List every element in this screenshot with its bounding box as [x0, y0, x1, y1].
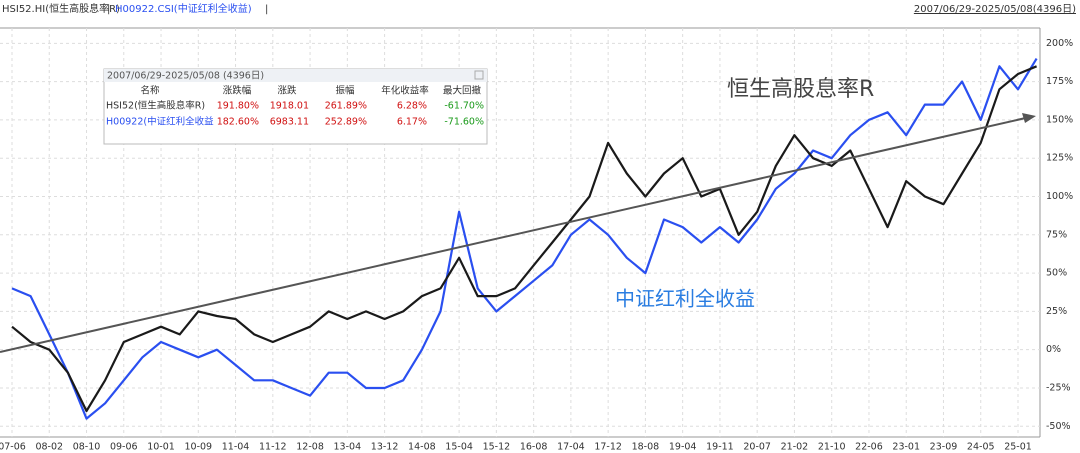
x-tick-label: 19-11: [706, 442, 734, 453]
x-tick-label: 11-12: [259, 442, 287, 453]
y-tick-label: 150%: [1046, 114, 1073, 125]
x-tick-label: 17-12: [594, 442, 622, 453]
y-tick-label: 125%: [1046, 153, 1073, 164]
x-tick-label: 09-06: [110, 442, 138, 453]
table-header: 涨跌幅: [223, 85, 252, 97]
y-tick-label: 50%: [1046, 268, 1067, 279]
header-separator: |: [107, 4, 110, 15]
table-header: 涨跌: [277, 85, 297, 97]
table-header: 最大回撤: [443, 85, 482, 97]
date-range: 2007/06/29-2025/05/08(4396日): [914, 4, 1076, 15]
x-tick-label: 23-09: [930, 442, 958, 453]
x-tick-label: 17-04: [557, 442, 585, 453]
x-tick-label: 19-04: [669, 442, 697, 453]
x-tick-label: 18-08: [632, 442, 660, 453]
x-tick-label: 21-02: [781, 442, 809, 453]
x-tick-label: 16-08: [520, 442, 548, 453]
y-tick-label: 100%: [1046, 191, 1073, 202]
info-box-header: [104, 69, 487, 82]
x-tick-label: 14-08: [408, 442, 436, 453]
table-cell: 6983.11: [270, 117, 309, 128]
y-tick-label: -50%: [1046, 421, 1071, 432]
table-header: 振幅: [335, 85, 355, 97]
x-tick-label: 23-01: [892, 442, 920, 453]
series-line: [11, 65, 1038, 413]
y-tick-label: -25%: [1046, 382, 1071, 393]
y-tick-label: 75%: [1046, 229, 1067, 240]
arrow-head: [1022, 113, 1036, 123]
x-tick-label: 10-01: [147, 442, 175, 453]
x-tick-label: 13-12: [371, 442, 399, 453]
header-series: H00922.CSI(中证红利全收益): [115, 2, 252, 15]
table-cell: -61.70%: [444, 101, 484, 112]
x-tick-label: 25-01: [1004, 442, 1032, 453]
table-cell: 261.89%: [325, 101, 367, 112]
close-button[interactable]: [474, 70, 484, 80]
y-tick-label: 0%: [1046, 344, 1061, 355]
x-tick-label: 07-06: [0, 442, 26, 453]
x-tick-label: 10-09: [184, 442, 212, 453]
x-tick-label: 12-08: [296, 442, 324, 453]
x-tick-label: 24-05: [967, 442, 995, 453]
table-header: 年化收益率: [381, 85, 429, 97]
table-cell: 1918.01: [270, 101, 309, 112]
header-series: HSI52.HI(恒生高股息率R): [2, 2, 120, 15]
info-box-title: 2007/06/29-2025/05/08 (4396日): [107, 71, 264, 82]
table-cell: HSI52(恒生高股息率R): [106, 100, 205, 112]
table-cell: H00922(中证红利全收益: [106, 116, 214, 128]
table-cell: 6.28%: [397, 101, 427, 112]
x-tick-label: 08-02: [35, 442, 63, 453]
x-tick-label: 21-10: [818, 442, 846, 453]
x-tick-label: 22-06: [855, 442, 883, 453]
table-header: 名称: [140, 85, 160, 97]
y-tick-label: 175%: [1046, 76, 1073, 87]
x-tick-label: 13-04: [334, 442, 362, 453]
trend-arrow: [0, 116, 1031, 353]
y-tick-label: 25%: [1046, 306, 1067, 317]
x-tick-label: 15-04: [445, 442, 473, 453]
table-cell: 182.60%: [217, 117, 259, 128]
annotation: 恒生高股息率R: [727, 77, 874, 102]
table-cell: -71.60%: [444, 117, 484, 128]
y-tick-label: 200%: [1046, 38, 1073, 49]
x-tick-label: 15-12: [483, 442, 511, 453]
header-separator: |: [265, 4, 268, 15]
x-tick-label: 20-07: [743, 442, 771, 453]
x-tick-label: 11-04: [222, 442, 250, 453]
table-cell: 252.89%: [325, 117, 367, 128]
annotation: 中证红利全收益: [615, 287, 755, 311]
x-tick-label: 08-10: [73, 442, 101, 453]
series-line: [11, 58, 1038, 420]
table-cell: 191.80%: [217, 101, 259, 112]
table-cell: 6.17%: [397, 117, 427, 128]
